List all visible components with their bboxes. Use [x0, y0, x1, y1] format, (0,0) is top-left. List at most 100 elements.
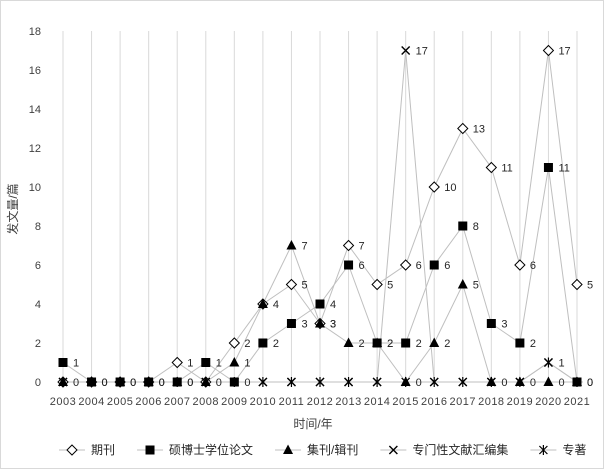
marker-square: [201, 358, 211, 367]
data-label: 1: [73, 358, 79, 370]
data-label: 0: [130, 377, 136, 389]
x-tick-label: 2019: [507, 396, 533, 408]
data-label: 0: [73, 377, 79, 389]
x-tick-label: 2016: [421, 396, 447, 408]
data-label: 2: [444, 338, 450, 350]
y-tick-label: 18: [29, 26, 41, 38]
marker-square: [344, 260, 354, 270]
marker-asterisk: [229, 377, 239, 387]
legend-label: 集刊/辑刊: [307, 442, 358, 457]
data-label: 1: [558, 358, 564, 370]
y-axis-title: 发文量/篇: [5, 183, 20, 234]
data-label: 8: [473, 221, 479, 233]
marker-asterisk: [515, 377, 525, 387]
marker-diamond: [228, 337, 241, 349]
marker-x: [401, 46, 411, 55]
data-label: 4: [273, 299, 279, 311]
x-tick-label: 2013: [335, 396, 361, 408]
data-label: 6: [359, 260, 365, 272]
marker-triangle: [229, 357, 240, 367]
marker-diamond: [485, 161, 498, 174]
marker-asterisk: [372, 377, 382, 387]
marker-asterisk: [115, 377, 125, 387]
y-tick-label: 10: [29, 182, 41, 194]
data-label: 0: [587, 377, 593, 389]
y-tick-label: 4: [35, 299, 41, 311]
data-label: 10: [444, 182, 456, 194]
marker-triangle: [283, 444, 294, 454]
marker-asterisk: [544, 357, 553, 368]
data-label: 11: [501, 163, 512, 175]
data-label: 0: [187, 377, 193, 389]
data-label: 0: [102, 377, 108, 389]
marker-diamond: [428, 181, 440, 193]
data-label: 5: [473, 280, 479, 292]
data-label: 13: [473, 124, 485, 136]
marker-square: [486, 319, 496, 328]
marker-diamond: [66, 444, 78, 456]
legend-label: 硕博士学位论文: [169, 442, 253, 457]
marker-square: [58, 358, 68, 367]
marker-asterisk: [315, 377, 325, 387]
marker-diamond: [571, 278, 583, 291]
data-label: 0: [587, 377, 593, 389]
data-label: 6: [444, 260, 450, 272]
data-label: 2: [273, 338, 279, 350]
data-label: 0: [416, 377, 422, 389]
data-label: 3: [330, 319, 336, 331]
y-tick-label: 14: [29, 104, 41, 116]
marker-asterisk: [458, 377, 468, 387]
marker-asterisk: [172, 377, 182, 387]
x-tick-label: 2008: [193, 396, 219, 408]
data-label: 17: [558, 46, 570, 58]
marker-square: [515, 338, 525, 348]
marker-asterisk: [87, 377, 96, 387]
marker-triangle: [543, 376, 554, 386]
data-label: 0: [159, 377, 165, 389]
marker-x: [388, 445, 398, 455]
x-tick-label: 2020: [535, 396, 561, 408]
marker-square: [401, 338, 411, 348]
data-label: 0: [187, 377, 193, 389]
legend: 期刊 硕博士学位论文 集刊/辑刊 专门性文献汇编集 专著: [59, 442, 586, 457]
marker-square: [458, 221, 468, 231]
marker-diamond: [342, 239, 355, 252]
legend-label: 专著: [562, 442, 586, 457]
y-tick-label: 6: [35, 260, 41, 272]
data-label: 1: [187, 358, 193, 370]
data-label: 6: [416, 260, 422, 272]
series-markers: [57, 44, 583, 388]
data-label: 6: [530, 260, 536, 272]
marker-diamond: [171, 356, 183, 369]
data-label: 0: [501, 377, 507, 389]
marker-diamond: [514, 259, 526, 271]
y-tick-labels: 0 2 4 6 8 10 12 14 16 18: [29, 26, 41, 389]
data-label: 7: [359, 241, 365, 253]
x-tick-label: 2021: [564, 396, 590, 408]
data-label: 2: [416, 338, 422, 350]
marker-triangle: [286, 240, 297, 250]
grid-lines: [59, 31, 583, 383]
data-label: 5: [387, 280, 393, 292]
data-label: 2: [244, 338, 250, 350]
y-tick-label: 16: [29, 65, 41, 77]
marker-square: [315, 299, 325, 309]
marker-triangle: [457, 279, 468, 289]
x-tick-label: 2017: [450, 396, 476, 408]
data-label: 0: [159, 377, 165, 389]
data-label: 1: [216, 358, 222, 370]
marker-square: [145, 445, 155, 455]
marker-square: [543, 163, 553, 172]
x-tick-labels: 2003 2004 2005 2006 2007 2008 2009 2010 2011 2012…: [50, 396, 590, 408]
marker-asterisk: [429, 377, 439, 387]
marker-square: [258, 338, 268, 348]
data-label: 2: [387, 338, 393, 350]
marker-asterisk: [486, 377, 496, 387]
marker-triangle: [343, 337, 354, 347]
data-label: 0: [530, 377, 536, 389]
data-label: 3: [330, 319, 336, 331]
x-tick-label: 2004: [78, 396, 104, 408]
x-tick-label: 2010: [250, 396, 276, 408]
